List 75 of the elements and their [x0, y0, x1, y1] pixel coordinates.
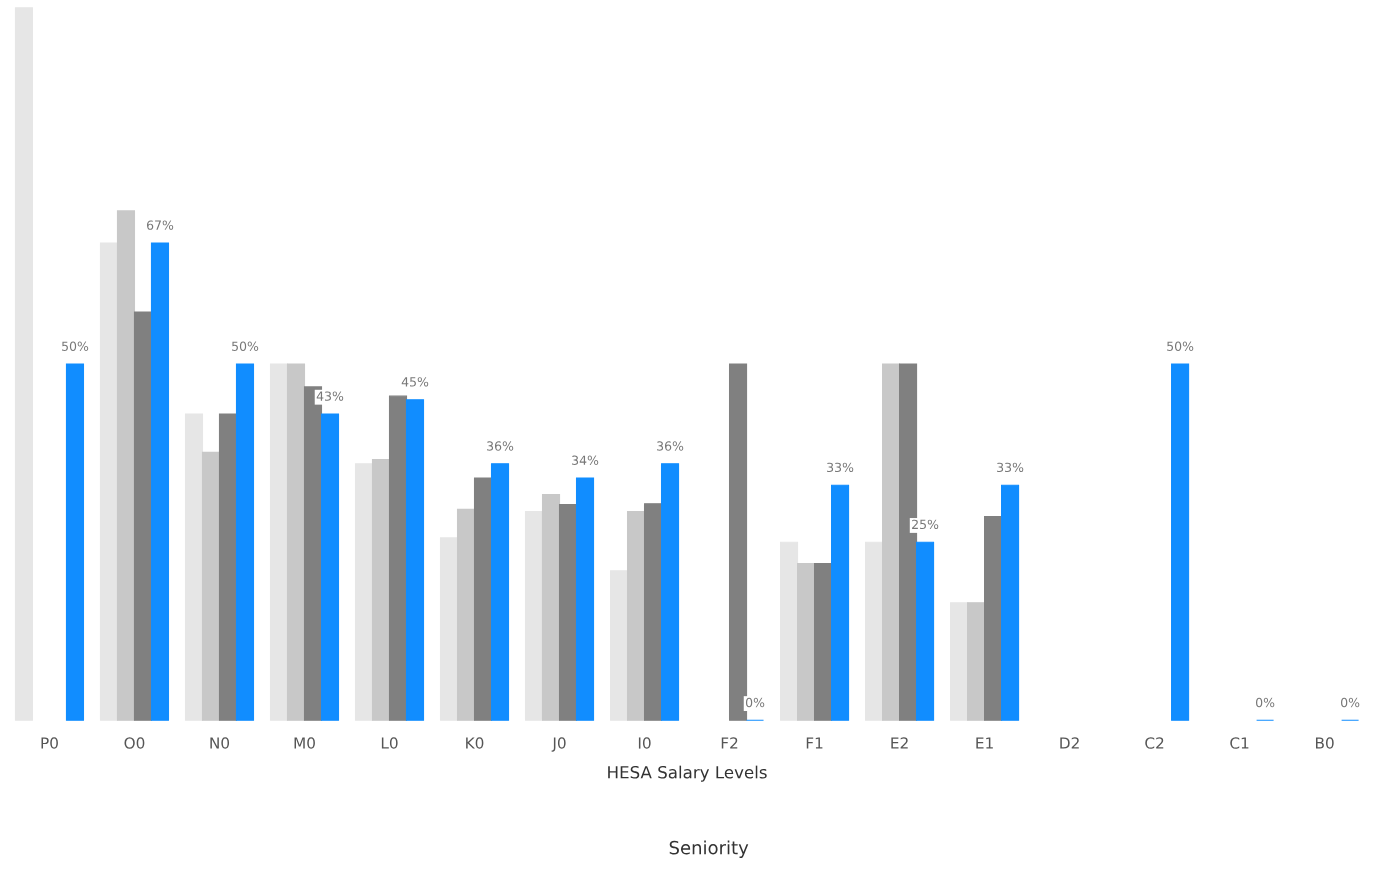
x-axis-title: HESA Salary Levels: [608, 765, 767, 782]
data-label: 67%: [146, 220, 174, 230]
bar: [65, 363, 85, 721]
bar: [490, 463, 510, 721]
x-tick-label: F1: [806, 737, 823, 749]
x-tick-label: C2: [1145, 737, 1164, 749]
bar: [916, 541, 935, 721]
data-label: 36%: [657, 441, 684, 451]
data-label: 0%: [745, 697, 765, 708]
bar: [405, 399, 425, 721]
bar: [286, 363, 306, 721]
bar: [116, 210, 136, 721]
bar: [882, 363, 901, 721]
data-label: 45%: [401, 377, 429, 387]
data-label: 33%: [997, 462, 1024, 473]
x-tick-label: N0: [210, 737, 230, 749]
data-label: 50%: [232, 341, 259, 351]
bar: [439, 537, 459, 721]
bar: [984, 515, 1003, 721]
bar: [269, 363, 289, 721]
x-tick-label: J0: [551, 737, 566, 752]
bar: [643, 503, 663, 721]
bar: [728, 363, 748, 721]
bar: [950, 602, 969, 721]
bar: [99, 242, 119, 721]
bar: [456, 508, 476, 721]
x-tick-label: D2: [1060, 737, 1079, 749]
bar: [218, 413, 238, 721]
bar: [1171, 363, 1190, 721]
x-tick-label: I0: [638, 737, 651, 749]
bar: [864, 541, 884, 721]
bar: [830, 484, 850, 721]
bar: [626, 511, 646, 721]
data-label: 50%: [1167, 341, 1194, 351]
bar: [779, 541, 799, 721]
x-tick-label: M0: [294, 737, 315, 749]
bar: [967, 602, 986, 721]
bar: [541, 493, 561, 721]
bar: [609, 570, 629, 721]
bar: [660, 463, 680, 721]
bar: [201, 451, 221, 721]
bar: [235, 363, 255, 721]
x-tick-label: O0: [124, 737, 145, 749]
bar: [320, 413, 340, 721]
bar: [371, 458, 391, 721]
bar: [524, 511, 544, 721]
x-tick-label: K0: [466, 737, 484, 749]
bar: [796, 563, 816, 721]
x-tick-label: E2: [891, 737, 908, 749]
bar: [354, 463, 374, 721]
x-tick-label: E1: [976, 737, 993, 749]
data-label: 36%: [487, 441, 514, 451]
x-tick-label: C1: [1230, 737, 1249, 749]
data-label: 0%: [1341, 697, 1360, 708]
x-tick-label: L0: [381, 737, 398, 749]
bar: [473, 477, 493, 721]
text: Seniority: [669, 840, 749, 858]
bar: [558, 503, 578, 721]
x-tick-label: B0: [1315, 737, 1334, 749]
bar: [150, 242, 170, 721]
bar: [388, 395, 408, 721]
bar: [575, 477, 595, 721]
data-label: 34%: [572, 455, 599, 465]
bar: [1001, 484, 1020, 721]
data-label: 33%: [827, 462, 854, 473]
data-label: 43%: [316, 391, 344, 401]
bar: [14, 7, 34, 721]
bar: [133, 311, 153, 721]
data-label: 0%: [1256, 697, 1275, 708]
bar: [813, 563, 833, 721]
x-tick-label: P0: [41, 737, 58, 749]
x-tick-label: F2: [721, 737, 738, 749]
data-label: 25%: [912, 519, 939, 530]
bar: [184, 413, 204, 721]
data-label: 50%: [62, 341, 89, 351]
